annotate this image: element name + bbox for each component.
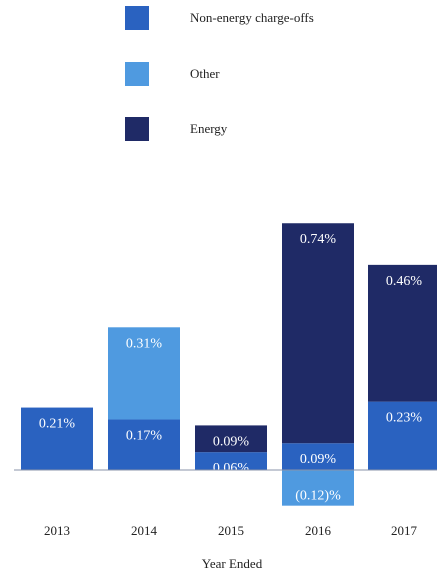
legend-swatch-0 bbox=[125, 6, 149, 30]
legend-label-1: Other bbox=[190, 66, 220, 81]
data-label-2017-series-0: 0.23% bbox=[386, 411, 423, 426]
bar-2014-series-0 bbox=[108, 419, 180, 470]
bar-2016-series-1 bbox=[282, 470, 354, 506]
x-tick-label-2017: 2017 bbox=[391, 523, 418, 538]
data-label-2013-series-0: 0.21% bbox=[39, 417, 76, 432]
data-label-2015-series-2: 0.09% bbox=[213, 434, 250, 449]
data-label-2016-series-2: 0.74% bbox=[300, 232, 337, 247]
x-tick-label-2015: 2015 bbox=[218, 523, 244, 538]
data-label-2016-series-0: 0.09% bbox=[300, 452, 337, 467]
data-label-2017-series-2: 0.46% bbox=[386, 274, 423, 289]
data-label-2014-series-1: 0.31% bbox=[126, 336, 163, 351]
data-label-2016-series-1: (0.12)% bbox=[295, 489, 341, 504]
legend-swatch-2 bbox=[125, 117, 149, 141]
legend-label-0: Non-energy charge-offs bbox=[190, 10, 314, 25]
bars bbox=[21, 223, 437, 506]
data-labels: 0.21% 0.17% 0.31% 0.06% 0.09% 0.09% (0.12)% 0.7… bbox=[39, 232, 423, 503]
bar-2017-series-2 bbox=[368, 264, 437, 402]
data-label-2014-series-0: 0.17% bbox=[126, 428, 163, 443]
legend-label-2: Energy bbox=[190, 121, 228, 136]
bar-2016-series-2 bbox=[282, 223, 354, 444]
x-axis-title: Year Ended bbox=[202, 556, 263, 571]
x-tick-label-2016: 2016 bbox=[305, 523, 332, 538]
data-label-2015-series-0: 0.06% bbox=[213, 461, 250, 476]
legend-swatch-1 bbox=[125, 62, 149, 86]
bar-2015-series-2 bbox=[195, 425, 267, 453]
legend: Non-energy charge-offs Other Energy bbox=[125, 6, 314, 141]
x-tick-label-2013: 2013 bbox=[44, 523, 70, 538]
bar-2014-series-1 bbox=[108, 327, 180, 420]
bar-2015-series-0 bbox=[195, 452, 267, 470]
bar-2013-series-0 bbox=[21, 407, 93, 470]
x-tick-label-2014: 2014 bbox=[131, 523, 158, 538]
bar-2017-series-0 bbox=[368, 401, 437, 470]
x-axis-ticks: 2013 2014 2015 2016 2017 bbox=[44, 523, 418, 538]
bar-2016-series-0 bbox=[282, 443, 354, 470]
